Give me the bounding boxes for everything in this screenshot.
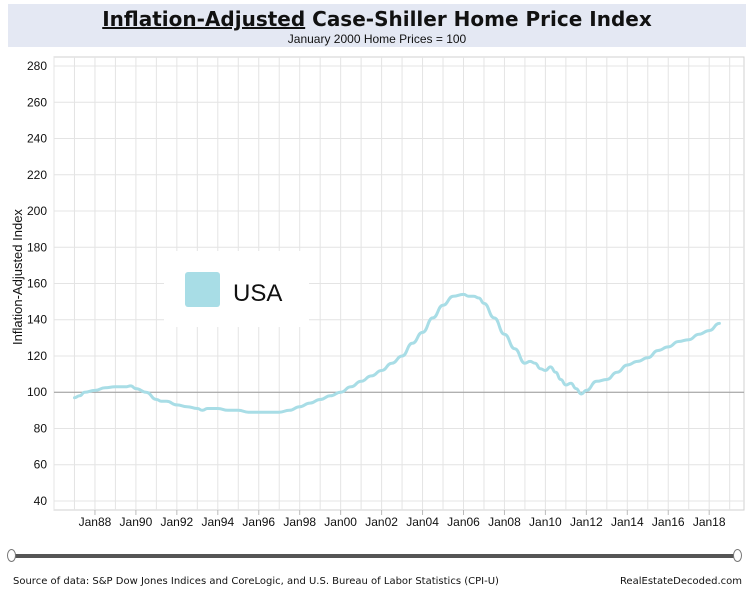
x-tick-label: Jan10 bbox=[529, 515, 562, 529]
y-axis-label: Inflation-Adjusted Index bbox=[10, 209, 25, 345]
legend-label-usa[interactable]: USA bbox=[233, 280, 282, 307]
price-index-chart: 40 60 80 100 120 140 160 180 200 220 240 260 280 Jan… bbox=[10, 56, 745, 529]
y-tick-label: 120 bbox=[27, 349, 47, 363]
y-tick-label: 200 bbox=[27, 204, 47, 218]
y-tick-labels: 40 60 80 100 120 140 160 180 200 220 240 260 280 bbox=[27, 59, 47, 508]
grid-y bbox=[54, 65, 744, 502]
y-tick-label: 100 bbox=[27, 385, 47, 399]
slider-end-handle[interactable] bbox=[733, 549, 742, 562]
y-tick-label: 240 bbox=[27, 132, 47, 146]
chart-title-rest: Case-Shiller Home Price Index bbox=[305, 7, 652, 31]
chart-title-underlined: Inflation-Adjusted bbox=[102, 7, 306, 31]
x-tick-label: Jan14 bbox=[611, 515, 644, 529]
x-tick-label: Jan00 bbox=[324, 515, 357, 529]
x-tick-label: Jan16 bbox=[652, 515, 685, 529]
x-tick-label: Jan94 bbox=[201, 515, 234, 529]
chart-subtitle: January 2000 Home Prices = 100 bbox=[287, 32, 467, 46]
y-tick-label: 160 bbox=[27, 277, 47, 291]
y-tick-label: 280 bbox=[27, 59, 47, 73]
brand-link[interactable]: RealEstateDecoded.com bbox=[619, 576, 742, 587]
y-tick-label: 220 bbox=[27, 168, 47, 182]
y-tick-label: 80 bbox=[34, 421, 48, 435]
slider-start-handle[interactable] bbox=[7, 549, 16, 562]
x-tick-label: Jan96 bbox=[242, 515, 275, 529]
x-tick-label: Jan98 bbox=[283, 515, 316, 529]
x-tick-label: Jan18 bbox=[693, 515, 726, 529]
source-note: Source of data: S&P Dow Jones Indices an… bbox=[13, 576, 499, 587]
x-tick-label: Jan04 bbox=[406, 515, 439, 529]
y-tick-label: 60 bbox=[34, 458, 48, 472]
series-line-usa bbox=[73, 292, 721, 414]
x-tick-label: Jan12 bbox=[570, 515, 603, 529]
x-tick-label: Jan06 bbox=[447, 515, 480, 529]
chart-title: Inflation-Adjusted Case-Shiller Home Pri… bbox=[8, 7, 746, 31]
x-tick-label: Jan02 bbox=[365, 515, 398, 529]
x-tick-label: Jan92 bbox=[160, 515, 193, 529]
legend: USA bbox=[164, 251, 309, 327]
date-range-slider[interactable] bbox=[14, 554, 736, 558]
y-tick-label: 180 bbox=[27, 240, 47, 254]
x-tick-label: Jan08 bbox=[488, 515, 521, 529]
x-tick-label: Jan90 bbox=[120, 515, 153, 529]
x-tick-labels: Jan88 Jan90 Jan92 Jan94 Jan96 Jan98 Jan00 Jan02… bbox=[79, 510, 726, 529]
y-tick-label: 40 bbox=[34, 494, 48, 508]
legend-swatch-usa[interactable] bbox=[185, 272, 220, 307]
title-band: Inflation-Adjusted Case-Shiller Home Pri… bbox=[8, 4, 746, 47]
y-tick-label: 260 bbox=[27, 95, 47, 109]
y-tick-label: 140 bbox=[27, 313, 47, 327]
x-tick-label: Jan88 bbox=[79, 515, 112, 529]
